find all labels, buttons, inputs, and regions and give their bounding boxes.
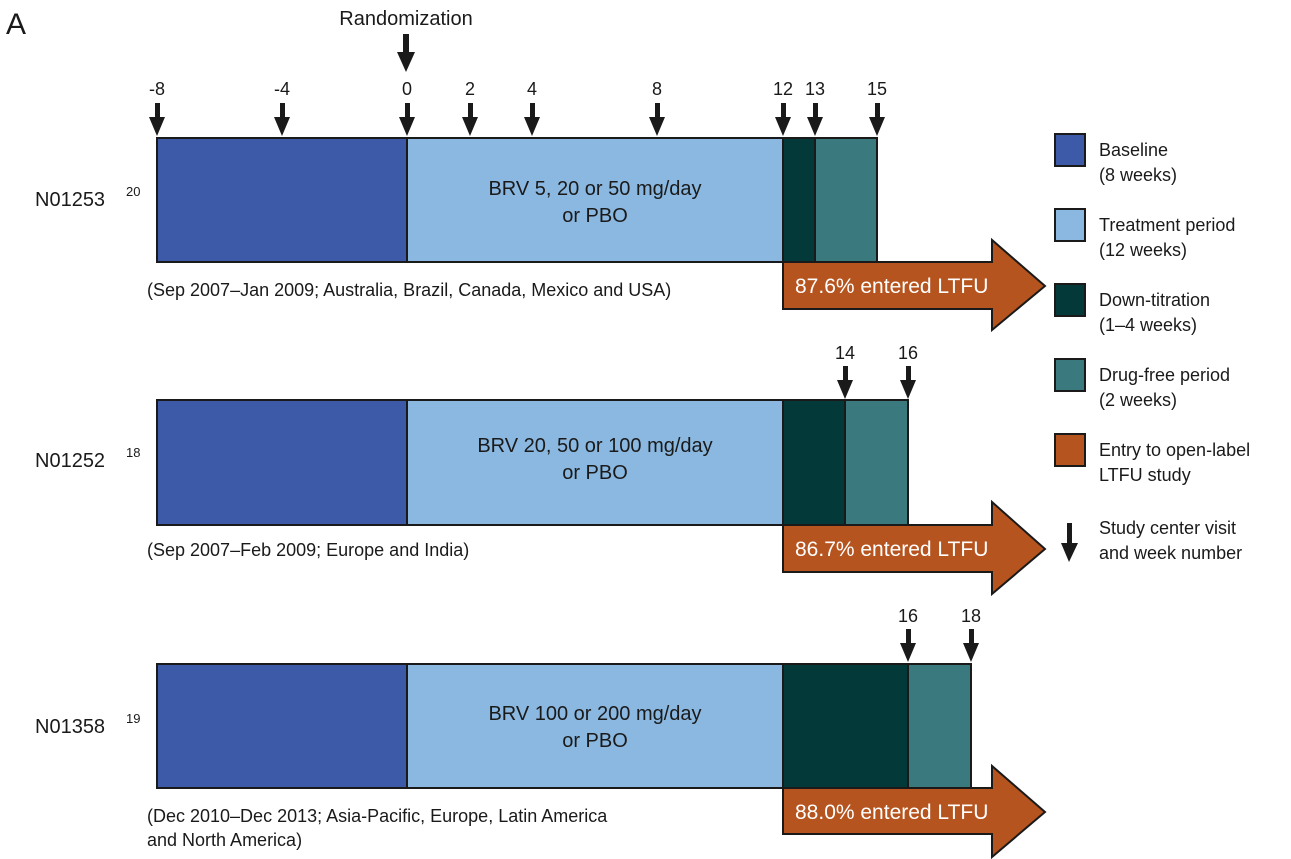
week-label: 12: [773, 79, 793, 99]
study-dates: (Sep 2007–Jan 2009; Australia, Brazil, C…: [147, 280, 671, 300]
legend-item-ltfu: Entry to open-label LTFU study: [1054, 433, 1250, 485]
week-label: -8: [149, 79, 165, 99]
week-label: 15: [867, 79, 887, 99]
baseline-bar: [156, 137, 408, 263]
baseline-bar: [156, 663, 408, 789]
week-label: 16: [898, 606, 918, 626]
week-label: -4: [274, 79, 290, 99]
week-label: 8: [652, 79, 662, 99]
legend-label: (8 weeks): [1099, 165, 1177, 185]
treatment-text: BRV 5, 20 or 50 mg/day: [488, 178, 701, 200]
visit-arrows: [900, 629, 979, 662]
visit-arrow-icon: [649, 103, 665, 136]
ltfu-label: 86.7% entered LTFU: [795, 538, 988, 561]
legend-label: (12 weeks): [1099, 240, 1187, 260]
visit-arrow-icon: [775, 103, 791, 136]
legend-label: Study center visit: [1099, 518, 1236, 538]
legend-label: Entry to open-label: [1099, 440, 1250, 460]
visit-arrow-icon: [900, 629, 916, 662]
week-label: 14: [835, 343, 855, 363]
study-row-n01253: -8 -4 0 2 4 8 12 13 15 87.6% entered LTF…: [35, 79, 1047, 333]
drug-free-bar: [844, 399, 909, 526]
ltfu-label: 87.6% entered LTFU: [795, 275, 988, 298]
legend-item-visit: Study center visit and week number: [1061, 518, 1242, 563]
study-ref: 18: [126, 445, 140, 460]
visit-arrow-icon: [524, 103, 540, 136]
visit-arrow-icon: [462, 103, 478, 136]
visit-arrow-icon: [399, 103, 415, 136]
down-titration-bar: [782, 137, 816, 263]
study-ref: 19: [126, 711, 140, 726]
legend-label: Down-titration: [1099, 290, 1210, 310]
week-label: 18: [961, 606, 981, 626]
legend-swatch: [1054, 208, 1086, 242]
drug-free-bar: [814, 137, 878, 263]
legend-label: Treatment period: [1099, 215, 1235, 235]
ltfu-label: 88.0% entered LTFU: [795, 801, 988, 824]
week-label: 2: [465, 79, 475, 99]
legend-item-treatment: Treatment period (12 weeks): [1054, 208, 1235, 260]
visit-arrow-icon: [869, 103, 885, 136]
legend-item-baseline: Baseline (8 weeks): [1054, 133, 1177, 185]
visit-arrow-icon: [274, 103, 290, 136]
study-name: N01252: [35, 450, 105, 472]
legend: Baseline (8 weeks) Treatment period (12 …: [1054, 133, 1250, 563]
legend-swatch: [1054, 358, 1086, 392]
baseline-bar: [156, 399, 408, 526]
legend-swatch: [1054, 283, 1086, 317]
week-label: 0: [402, 79, 412, 99]
visit-arrow-icon: [149, 103, 165, 136]
week-label: 4: [527, 79, 537, 99]
visit-arrow-icon: [1061, 523, 1078, 562]
study-id: N01358: [35, 716, 105, 738]
down-titration-bar: [782, 399, 846, 526]
drug-free-bar: [907, 663, 972, 789]
study-dates: (Sep 2007–Feb 2009; Europe and India): [147, 540, 469, 560]
visit-arrow-icon: [963, 629, 979, 662]
panel-letter: A: [6, 8, 26, 41]
legend-label: (2 weeks): [1099, 390, 1177, 410]
treatment-text: or PBO: [562, 462, 628, 484]
visit-arrow-icon: [807, 103, 823, 136]
legend-label: Drug-free period: [1099, 365, 1230, 385]
legend-swatch: [1054, 433, 1086, 467]
week-label: 16: [898, 343, 918, 363]
study-ref: 20: [126, 184, 140, 199]
study-dates: (Dec 2010–Dec 2013; Asia-Pacific, Europe…: [147, 806, 608, 826]
visit-arrow-icon: [837, 366, 853, 399]
randomization-arrow: [397, 34, 415, 72]
study-id: N01253: [35, 189, 105, 211]
down-titration-bar: [782, 663, 909, 789]
visit-arrows: [837, 366, 916, 399]
week-label: 13: [805, 79, 825, 99]
treatment-text: or PBO: [562, 730, 628, 752]
treatment-bar: [406, 137, 784, 263]
legend-label: and week number: [1099, 543, 1242, 563]
study-row-n01252: 14 16 86.7% entered LTFU BRV 20, 50 or 1…: [35, 343, 1047, 597]
study-name: N01253: [35, 189, 105, 211]
treatment-text: or PBO: [562, 205, 628, 227]
treatment-bar: [406, 663, 784, 789]
study-id: N01252: [35, 450, 105, 472]
study-dates: and North America): [147, 830, 302, 850]
study-row-n01358: 16 18 88.0% entered LTFU BRV 100 or 200 …: [35, 606, 1047, 859]
legend-label: (1–4 weeks): [1099, 315, 1197, 335]
visit-arrows: [149, 103, 885, 136]
legend-item-drug-free: Drug-free period (2 weeks): [1054, 358, 1230, 410]
treatment-text: BRV 100 or 200 mg/day: [488, 703, 701, 725]
legend-label: Baseline: [1099, 140, 1168, 160]
legend-item-down-titration: Down-titration (1–4 weeks): [1054, 283, 1210, 335]
study-name: N01358: [35, 716, 105, 738]
randomization-label: Randomization: [339, 8, 472, 30]
visit-arrow-icon: [900, 366, 916, 399]
treatment-text: BRV 20, 50 or 100 mg/day: [477, 435, 712, 457]
legend-swatch: [1054, 133, 1086, 167]
legend-label: LTFU study: [1099, 465, 1191, 485]
treatment-bar: [406, 399, 784, 526]
